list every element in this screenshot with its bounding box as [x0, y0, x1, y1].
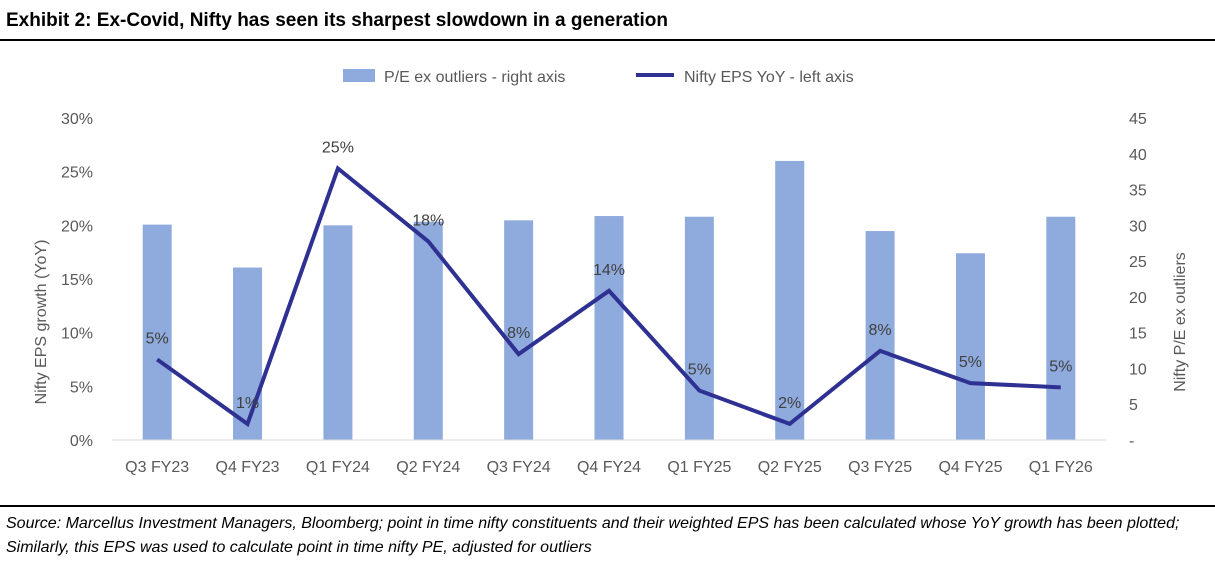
right-tick-label: - [1129, 433, 1134, 450]
pe-bar [233, 267, 263, 440]
left-axis-title: Nifty EPS growth (YoY) [33, 240, 50, 405]
pe-bar [865, 231, 895, 440]
eps-data-label: 25% [322, 139, 354, 156]
right-axis: - 5 10 15 20 25 30 35 40 45 [1129, 111, 1147, 450]
eps-line [156, 165, 1061, 428]
right-axis-title: Nifty P/E ex outliers [1172, 252, 1189, 392]
left-axis: 0% 5% 10% 15% 20% 25% 30% [61, 111, 93, 450]
pe-bar [594, 216, 624, 440]
pe-bar [323, 225, 353, 440]
x-tick-label: Q4 FY23 [216, 459, 280, 476]
eps-data-label: 1% [236, 395, 259, 412]
x-tick-label: Q4 FY24 [577, 459, 641, 476]
right-tick-label: 5 [1129, 397, 1138, 414]
left-tick-label: 15% [61, 272, 93, 289]
eps-data-label: 18% [412, 212, 444, 229]
legend-bar-swatch [343, 69, 375, 82]
eps-data-label: 14% [593, 262, 625, 279]
pe-bar [504, 220, 534, 440]
legend-bar-label: P/E ex outliers - right axis [384, 69, 565, 86]
right-tick-label: 10 [1129, 361, 1147, 378]
eps-data-label: 5% [1049, 358, 1072, 375]
x-tick-label: Q1 FY25 [667, 459, 731, 476]
x-axis: Q3 FY23 Q4 FY23 Q1 FY24 Q2 FY24 Q3 FY24 Q4 FY… [125, 459, 1093, 476]
left-tick-label: 30% [61, 111, 93, 128]
source-note: Source: Marcellus Investment Managers, B… [6, 515, 1180, 556]
left-tick-label: 10% [61, 326, 93, 343]
combo-chart: P/E ex outliers - right axis Nifty EPS Y… [33, 69, 1189, 476]
x-tick-label: Q1 FY24 [306, 459, 370, 476]
right-tick-label: 35 [1129, 183, 1147, 200]
legend-line-label: Nifty EPS YoY - left axis [684, 69, 854, 86]
chart-title: Exhibit 2: Ex-Covid, Nifty has seen its … [6, 10, 668, 31]
right-tick-label: 25 [1129, 254, 1147, 271]
eps-data-label: 5% [959, 354, 982, 371]
legend: P/E ex outliers - right axis Nifty EPS Y… [343, 69, 854, 86]
right-tick-label: 15 [1129, 326, 1147, 343]
right-tick-label: 45 [1129, 111, 1147, 128]
left-tick-label: 25% [61, 165, 93, 182]
pe-bar [142, 224, 172, 440]
left-tick-label: 20% [61, 218, 93, 235]
footer-divider [0, 505, 1215, 507]
bar-series [142, 160, 1076, 440]
pe-bar [775, 160, 805, 440]
right-tick-label: 30 [1129, 218, 1147, 235]
left-tick-label: 5% [70, 379, 93, 396]
eps-data-label: 8% [869, 322, 892, 339]
x-tick-label: Q3 FY25 [848, 459, 912, 476]
pe-bar [413, 221, 443, 440]
x-tick-label: Q4 FY25 [938, 459, 1002, 476]
pe-bar [684, 216, 714, 440]
x-tick-label: Q2 FY24 [396, 459, 460, 476]
eps-data-label: 2% [778, 395, 801, 412]
eps-data-label: 5% [146, 331, 169, 348]
pe-bar [955, 253, 985, 440]
x-tick-label: Q1 FY26 [1029, 459, 1093, 476]
x-tick-label: Q2 FY25 [758, 459, 822, 476]
right-tick-label: 20 [1129, 290, 1147, 307]
right-tick-label: 40 [1129, 147, 1147, 164]
line-data-labels: 5% 1% 25% 18% 8% 14% 5% 2% 8% 5% 5% [146, 139, 1073, 411]
eps-data-label: 8% [507, 325, 530, 342]
x-tick-label: Q3 FY23 [125, 459, 189, 476]
pe-bar [1046, 216, 1076, 440]
left-tick-label: 0% [70, 433, 93, 450]
eps-data-label: 5% [688, 362, 711, 379]
title-divider [0, 39, 1215, 41]
x-tick-label: Q3 FY24 [487, 459, 551, 476]
